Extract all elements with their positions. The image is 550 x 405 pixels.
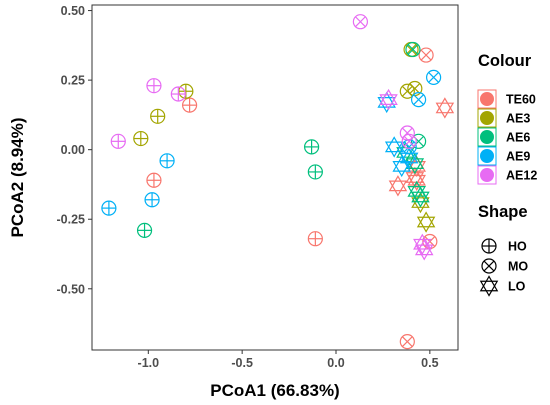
point-te60-mo: [399, 334, 415, 350]
point-ae3-mo: [407, 80, 423, 97]
point-ae6-mo: [405, 41, 421, 58]
legend-label-mo: MO: [508, 260, 528, 274]
y-tick-label: 0.00: [61, 143, 85, 157]
point-te60-ho: [307, 231, 323, 247]
x-axis-title: PCoA1 (66.83%): [210, 381, 339, 400]
y-tick-label: -0.50: [57, 282, 86, 296]
point-ae6-ho: [307, 164, 323, 180]
legend-shape-items: HO MO LO: [479, 238, 528, 297]
x-tick-label: 0.5: [421, 356, 438, 370]
point-te60-mo: [418, 47, 434, 63]
point-ae12-lo: [413, 233, 432, 255]
legend-shape-title: Shape: [478, 203, 528, 221]
point-ae12-mo: [401, 133, 417, 149]
point-te60-ho: [182, 97, 198, 113]
legend-key-ae6: [477, 127, 497, 147]
point-ae3-ho: [150, 108, 166, 124]
x-tick-label: 0.0: [327, 356, 344, 370]
point-ae9-ho: [101, 200, 117, 216]
data-points: [101, 14, 455, 350]
point-te60-lo: [435, 97, 455, 119]
legend-colour-items: TE60 AE3 AE6 AE9 AE12: [477, 89, 537, 185]
point-ae9-lo: [384, 136, 404, 158]
point-ae12-ho: [170, 86, 186, 102]
point-ae3-lo: [416, 211, 436, 233]
point-ae9-mo: [410, 91, 427, 108]
legend-shape-mo: [481, 258, 497, 274]
x-axis: -1.0 -0.5 0.0 0.5: [138, 350, 439, 370]
point-ae12-lo: [379, 88, 398, 111]
point-ae12-lo: [414, 239, 434, 261]
point-ae12-mo: [352, 14, 368, 30]
legend-colour-title: Colour: [478, 52, 532, 70]
point-te60-lo: [407, 169, 426, 191]
legend-key-ae3: [477, 108, 497, 128]
y-tick-label: -0.25: [57, 213, 86, 227]
point-te60-ho: [146, 172, 162, 188]
legend-label-ae12: AE12: [506, 169, 537, 183]
y-tick-label: 0.25: [61, 74, 85, 88]
x-tick-label: -0.5: [231, 356, 253, 370]
point-ae9-ho: [144, 192, 160, 208]
point-ae6-ho: [304, 139, 320, 155]
y-axis-title: PCoA2 (8.94%): [8, 118, 27, 238]
point-ae12-ho: [146, 78, 162, 94]
legend-label-ae6: AE6: [506, 131, 530, 145]
legend-key-ae9: [477, 146, 497, 166]
legend-key-ae12: [477, 165, 497, 185]
legend-label-lo: LO: [508, 280, 526, 294]
legend-label-ae3: AE3: [506, 112, 530, 126]
legend-key-te60: [477, 89, 497, 109]
x-tick-label: -1.0: [138, 356, 160, 370]
legend-label-te60: TE60: [506, 93, 536, 107]
legend-label-ae9: AE9: [506, 150, 530, 164]
point-ae9-ho: [159, 153, 175, 169]
y-tick-label: 0.50: [61, 4, 85, 18]
legend: Colour TE60 AE3 AE6 AE9 AE12 Shape HO MO LO: [477, 52, 537, 297]
legend-label-ho: HO: [508, 240, 527, 254]
point-ae12-ho: [110, 133, 126, 149]
point-ae9-lo: [399, 147, 419, 169]
point-ae3-ho: [178, 83, 194, 99]
point-ae6-lo: [411, 186, 430, 208]
point-ae6-ho: [136, 222, 153, 238]
y-axis: -0.50 -0.25 0.00 0.25 0.50: [57, 4, 92, 296]
point-te60-lo: [388, 175, 408, 197]
legend-shape-ho: [481, 238, 497, 254]
point-ae9-mo: [426, 69, 442, 85]
point-ae3-ho: [133, 130, 149, 147]
legend-shape-lo: [479, 275, 499, 297]
